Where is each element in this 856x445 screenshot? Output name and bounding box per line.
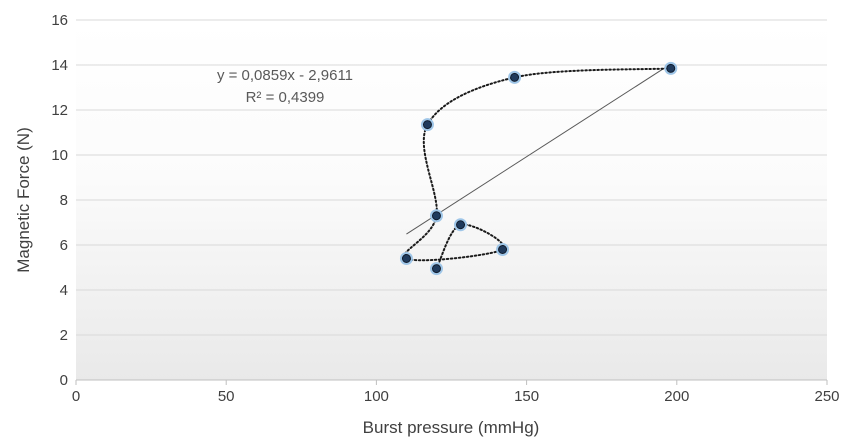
gridlines <box>76 19 827 336</box>
data-point <box>510 72 520 82</box>
x-tick-label: 250 <box>814 388 839 405</box>
y-tick-label: 2 <box>60 327 68 344</box>
data-point <box>456 220 466 230</box>
data-point <box>431 264 441 274</box>
y-tick-label: 6 <box>60 237 68 254</box>
data-point-halo <box>420 118 434 132</box>
data-point-halo <box>496 243 510 256</box>
data-point-halo <box>429 262 443 276</box>
data-point <box>498 245 508 254</box>
x-tick-label: 0 <box>72 388 80 405</box>
x-tick-label: 100 <box>364 388 389 405</box>
y-axis-title: Magnetic Force (N) <box>14 127 33 272</box>
y-tick-label: 0 <box>60 372 68 389</box>
x-tick-label: 50 <box>218 388 235 405</box>
trendline-equation-label: y = 0,0859x - 2,9611 <box>217 67 353 84</box>
trendline-r2-label: R² = 0,4399 <box>246 89 325 106</box>
data-point <box>666 63 676 73</box>
y-tick-label: 14 <box>51 57 68 74</box>
data-point-halo <box>508 70 522 84</box>
y-tick-label: 10 <box>51 147 68 164</box>
data-point <box>401 254 411 263</box>
y-tick-label: 12 <box>51 102 68 119</box>
axes: 0 2 4 6 8 10 12 14 16 0 50 100 150 200 250 <box>51 12 839 405</box>
x-axis-title: Burst pressure (mmHg) <box>363 418 540 437</box>
data-point-halo <box>664 61 678 75</box>
data-point-halo <box>429 209 443 223</box>
trendline <box>406 63 672 235</box>
x-tick-label: 150 <box>514 388 539 405</box>
x-tick-label: 200 <box>664 388 689 405</box>
y-tick-label: 4 <box>60 282 68 299</box>
y-tick-label: 8 <box>60 192 68 209</box>
trendline-layer <box>406 63 672 235</box>
data-point <box>431 211 441 221</box>
series-layer <box>399 61 678 276</box>
labels: y = 0,0859x - 2,9611 R² = 0,4399 Burst p… <box>14 67 539 437</box>
data-point-halo <box>454 218 468 232</box>
data-point-halo <box>399 252 413 265</box>
y-tick-label: 16 <box>51 12 68 29</box>
data-point <box>422 120 432 130</box>
